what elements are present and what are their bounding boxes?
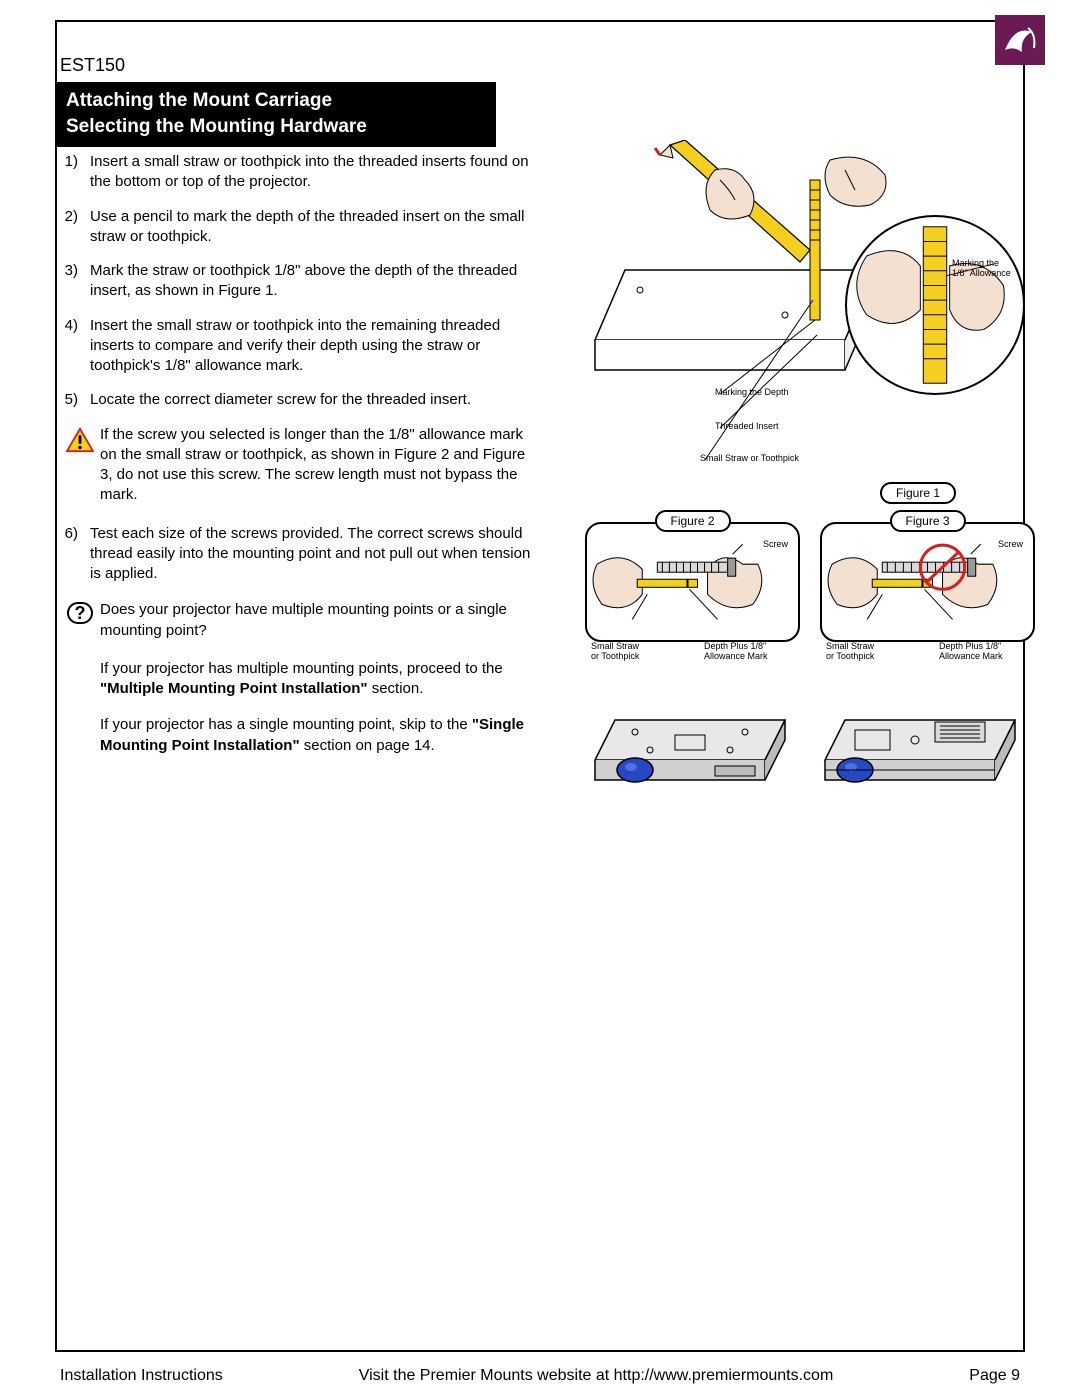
callout-insert: Threaded Insert [715, 422, 779, 432]
model-number: EST150 [60, 55, 125, 76]
step-num: 3) [60, 261, 90, 302]
projector-illustrations [585, 650, 1025, 800]
question-text: Does your projector have multiple mounti… [100, 600, 540, 641]
step-num: 2) [60, 207, 90, 248]
footer-right: Page 9 [969, 1367, 1020, 1385]
page-footer: Installation Instructions Visit the Prem… [60, 1367, 1020, 1385]
question-icon: ? [60, 600, 100, 641]
header-line2: Selecting the Mounting Hardware [66, 114, 486, 140]
footer-center: Visit the Premier Mounts website at http… [359, 1367, 834, 1385]
callout-screw: Screw [763, 540, 788, 550]
guidance-paragraphs: If your projector has multiple mounting … [100, 659, 540, 756]
step-text: Use a pencil to mark the depth of the th… [90, 207, 540, 248]
step-4: 4)Insert the small straw or toothpick in… [60, 316, 540, 377]
figure-1-inset: Marking the 1/8" Allowance [845, 215, 1025, 395]
figure-1: Marking the 1/8" Allowance Marking the D… [585, 140, 1025, 500]
callout-depth: Marking the Depth [715, 388, 789, 398]
brand-logo [995, 15, 1045, 65]
callout-screw3: Screw [998, 540, 1023, 550]
warning-note: If the screw you selected is longer than… [60, 425, 540, 506]
step-1: 1)Insert a small straw or toothpick into… [60, 152, 540, 193]
step-5: 5)Locate the correct diameter screw for … [60, 390, 540, 410]
figures-area: Marking the 1/8" Allowance Marking the D… [585, 140, 1035, 642]
header-line1: Attaching the Mount Carriage [66, 88, 486, 114]
projector-multiple [585, 650, 795, 800]
step-text: Locate the correct diameter screw for th… [90, 390, 540, 410]
steps-list: 1)Insert a small straw or toothpick into… [60, 152, 540, 411]
figure-3-label: Figure 3 [889, 510, 965, 532]
step-num: 1) [60, 152, 90, 193]
question-note: ? Does your projector have multiple moun… [60, 600, 540, 641]
step-num: 5) [60, 390, 90, 410]
warning-icon [60, 425, 100, 506]
callout-allowance: Marking the 1/8" Allowance [952, 259, 1017, 279]
projector-single [815, 650, 1025, 800]
step-3: 3)Mark the straw or toothpick 1/8" above… [60, 261, 540, 302]
steps-list-2: 6)Test each size of the screws provided.… [60, 524, 540, 585]
instruction-content: 1)Insert a small straw or toothpick into… [60, 152, 540, 772]
figure-2: Figure 2 [585, 522, 800, 642]
para-single: If your projector has a single mounting … [100, 715, 540, 756]
step-2: 2)Use a pencil to mark the depth of the … [60, 207, 540, 248]
para-multiple: If your projector has multiple mounting … [100, 659, 540, 700]
figure-2-label: Figure 2 [654, 510, 730, 532]
step-text: Mark the straw or toothpick 1/8" above t… [90, 261, 540, 302]
figure-1-label: Figure 1 [880, 482, 956, 504]
figure-3: Figure 3 Screw [820, 522, 1035, 642]
mini-figures: Figure 2 [585, 522, 1035, 642]
step-text: Test each size of the screws provided. T… [90, 524, 540, 585]
section-header: Attaching the Mount Carriage Selecting t… [56, 82, 496, 147]
step-text: Insert the small straw or toothpick into… [90, 316, 540, 377]
step-num: 4) [60, 316, 90, 377]
step-text: Insert a small straw or toothpick into t… [90, 152, 540, 193]
callout-straw: Small Straw or Toothpick [700, 454, 799, 464]
footer-left: Installation Instructions [60, 1367, 223, 1385]
warning-text: If the screw you selected is longer than… [100, 425, 540, 506]
step-num: 6) [60, 524, 90, 585]
step-6: 6)Test each size of the screws provided.… [60, 524, 540, 585]
